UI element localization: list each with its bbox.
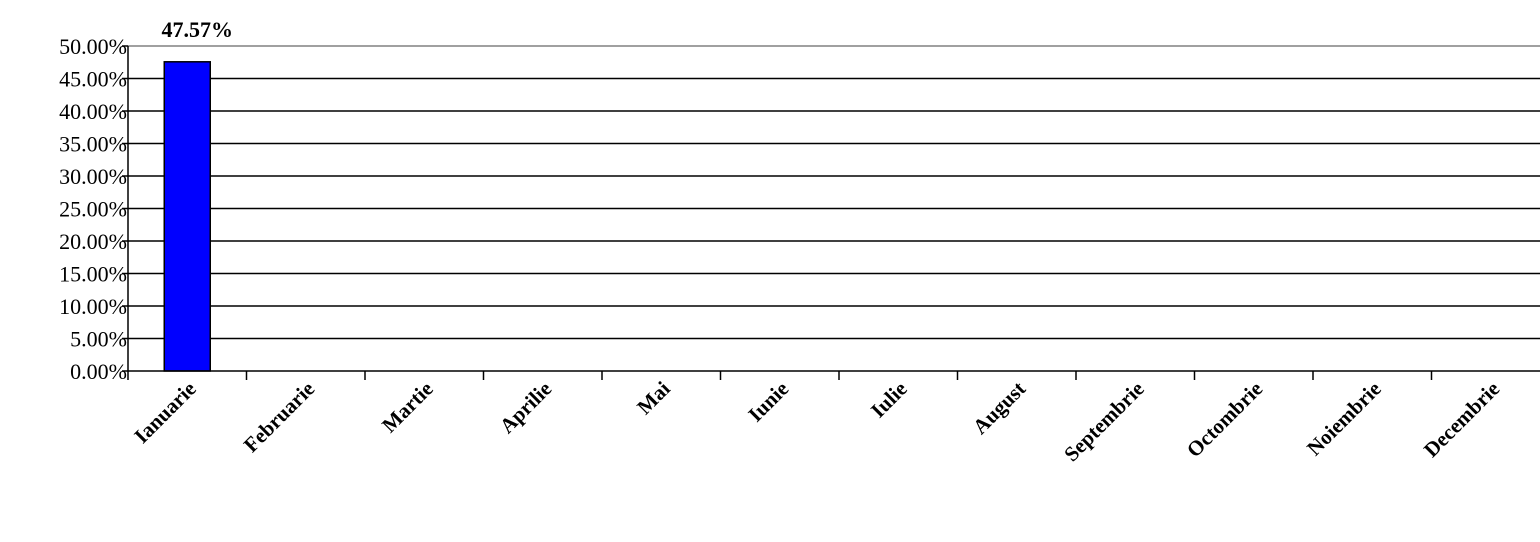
- bars: [163, 61, 211, 372]
- gridlines: [128, 45, 1540, 340]
- y-tick-label: 15.00%: [59, 262, 127, 287]
- data-label: 47.57%: [162, 17, 234, 42]
- x-tick-label: Ianuarie: [129, 377, 200, 448]
- y-tick-label: 30.00%: [59, 164, 127, 189]
- x-tick-labels: Ianuarie Februarie Martie Aprilie Mai Iunie Iu…: [129, 376, 1504, 466]
- y-tick-label: 25.00%: [59, 197, 127, 222]
- axes: [122, 45, 1540, 380]
- y-tick-label: 0.00%: [70, 359, 127, 384]
- x-tick-label: Septembrie: [1059, 377, 1149, 467]
- x-tick-label: Iulie: [866, 377, 912, 423]
- x-tick-label: Februarie: [239, 377, 319, 457]
- x-tick-label: Octombrie: [1182, 377, 1267, 462]
- x-tick-label: August: [968, 377, 1030, 439]
- y-tick-label: 20.00%: [59, 229, 127, 254]
- y-tick-label: 50.00%: [59, 34, 127, 59]
- x-tick-label: Iunie: [743, 377, 793, 427]
- x-tick-label: Decembrie: [1419, 377, 1504, 462]
- x-tick-label: Aprilie: [495, 377, 557, 439]
- data-labels: 47.57%: [162, 17, 234, 42]
- y-tick-label: 35.00%: [59, 132, 127, 157]
- x-tick-label: Mai: [632, 376, 675, 419]
- bar-ianuarie: [163, 61, 211, 372]
- y-tick-label: 40.00%: [59, 99, 127, 124]
- y-tick-label: 45.00%: [59, 67, 127, 92]
- x-tick-label: Noiembrie: [1302, 377, 1386, 461]
- x-tick-label: Martie: [377, 377, 438, 438]
- y-tick-labels: 0.00% 5.00% 10.00% 15.00% 20.00% 25.00% 30.00%…: [59, 34, 127, 384]
- y-tick-label: 10.00%: [59, 294, 127, 319]
- y-tick-label: 5.00%: [70, 327, 127, 352]
